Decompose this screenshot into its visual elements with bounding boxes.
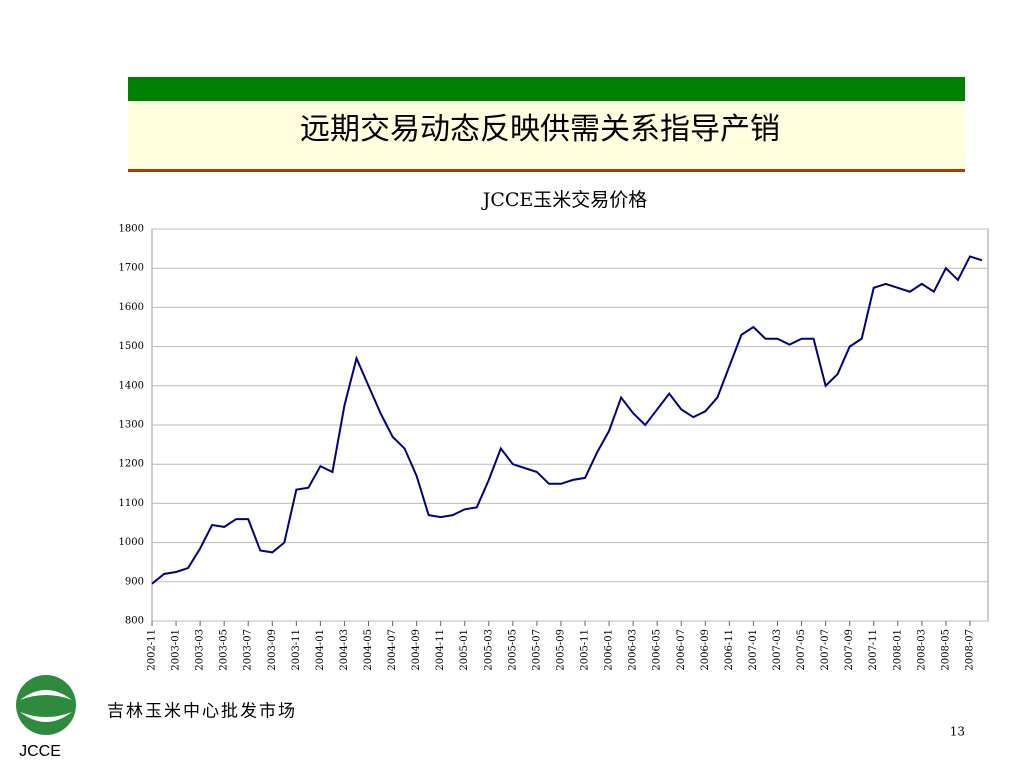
y-tick-label: 1700: [119, 263, 144, 274]
x-tick-label: 2007-03: [772, 629, 783, 671]
header-box: [128, 101, 965, 170]
y-tick-label: 1000: [119, 537, 144, 548]
logo: [16, 675, 76, 735]
x-tick-label: 2006-03: [628, 629, 639, 671]
chart-title: JCCE玉米交易价格: [481, 189, 648, 211]
page-number: 13: [950, 725, 965, 739]
x-tick-label: 2005-09: [555, 629, 566, 671]
header-bar: [128, 77, 965, 101]
x-tick-label: 2007-11: [868, 629, 879, 671]
x-tick-label: 2003-09: [267, 629, 278, 671]
x-tick-label: 2006-09: [700, 629, 711, 671]
y-tick-label: 900: [125, 576, 144, 587]
x-tick-label: 2003-05: [219, 629, 230, 671]
y-tick-label: 1200: [119, 459, 144, 470]
x-tick-label: 2004-05: [363, 629, 374, 671]
x-tick-label: 2005-05: [507, 629, 518, 671]
x-tick-label: 2005-07: [531, 629, 542, 671]
slide-title: 远期交易动态反映供需关系指导产销: [300, 112, 780, 147]
y-tick-label: 1400: [119, 380, 144, 391]
x-tick-label: 2006-01: [604, 629, 615, 671]
x-tick-label: 2004-09: [411, 629, 422, 671]
x-tick-label: 2007-07: [820, 629, 831, 671]
x-tick-label: 2008-05: [940, 629, 951, 671]
x-tick-label: 2004-01: [315, 629, 326, 671]
y-tick-label: 1100: [119, 498, 144, 509]
x-tick-label: 2007-01: [748, 629, 759, 671]
x-tick-label: 2004-07: [387, 629, 398, 671]
x-tick-label: 2006-07: [676, 629, 687, 671]
x-tick-label: 2003-07: [243, 629, 254, 671]
x-tick-label: 2005-01: [459, 629, 470, 671]
x-tick-label: 2008-03: [916, 629, 927, 671]
y-tick-label: 1800: [119, 224, 144, 235]
x-tick-label: 2003-11: [291, 629, 302, 671]
y-tick-label: 800: [125, 616, 144, 627]
logo-text: JCCE: [19, 743, 61, 760]
x-tick-label: 2004-11: [435, 629, 446, 671]
x-tick-label: 2006-11: [724, 629, 735, 671]
x-tick-label: 2002-11: [147, 629, 158, 671]
x-tick-label: 2007-05: [796, 629, 807, 671]
price-line: [151, 255, 983, 585]
header-rule: [128, 169, 965, 172]
x-tick-label: 2005-11: [580, 629, 591, 671]
x-tick-label: 2007-09: [844, 629, 855, 671]
x-tick-label: 2004-03: [339, 629, 350, 671]
x-tick-label: 2003-03: [195, 629, 206, 671]
y-tick-label: 1300: [119, 420, 144, 431]
x-tick-label: 2006-05: [652, 629, 663, 671]
x-tick-label: 2005-03: [483, 629, 494, 671]
y-tick-label: 1600: [119, 302, 144, 313]
org-name: 吉林玉米中心批发市场: [107, 702, 297, 722]
plot: 800 900 1000 1100 1200 1300 1400 1500 1600 1700 18…: [119, 224, 989, 671]
x-tick-label: 2003-01: [171, 629, 182, 671]
y-tick-label: 1500: [119, 341, 144, 352]
x-tick-label: 2008-07: [964, 629, 975, 671]
x-tick-label: 2008-01: [892, 629, 903, 671]
